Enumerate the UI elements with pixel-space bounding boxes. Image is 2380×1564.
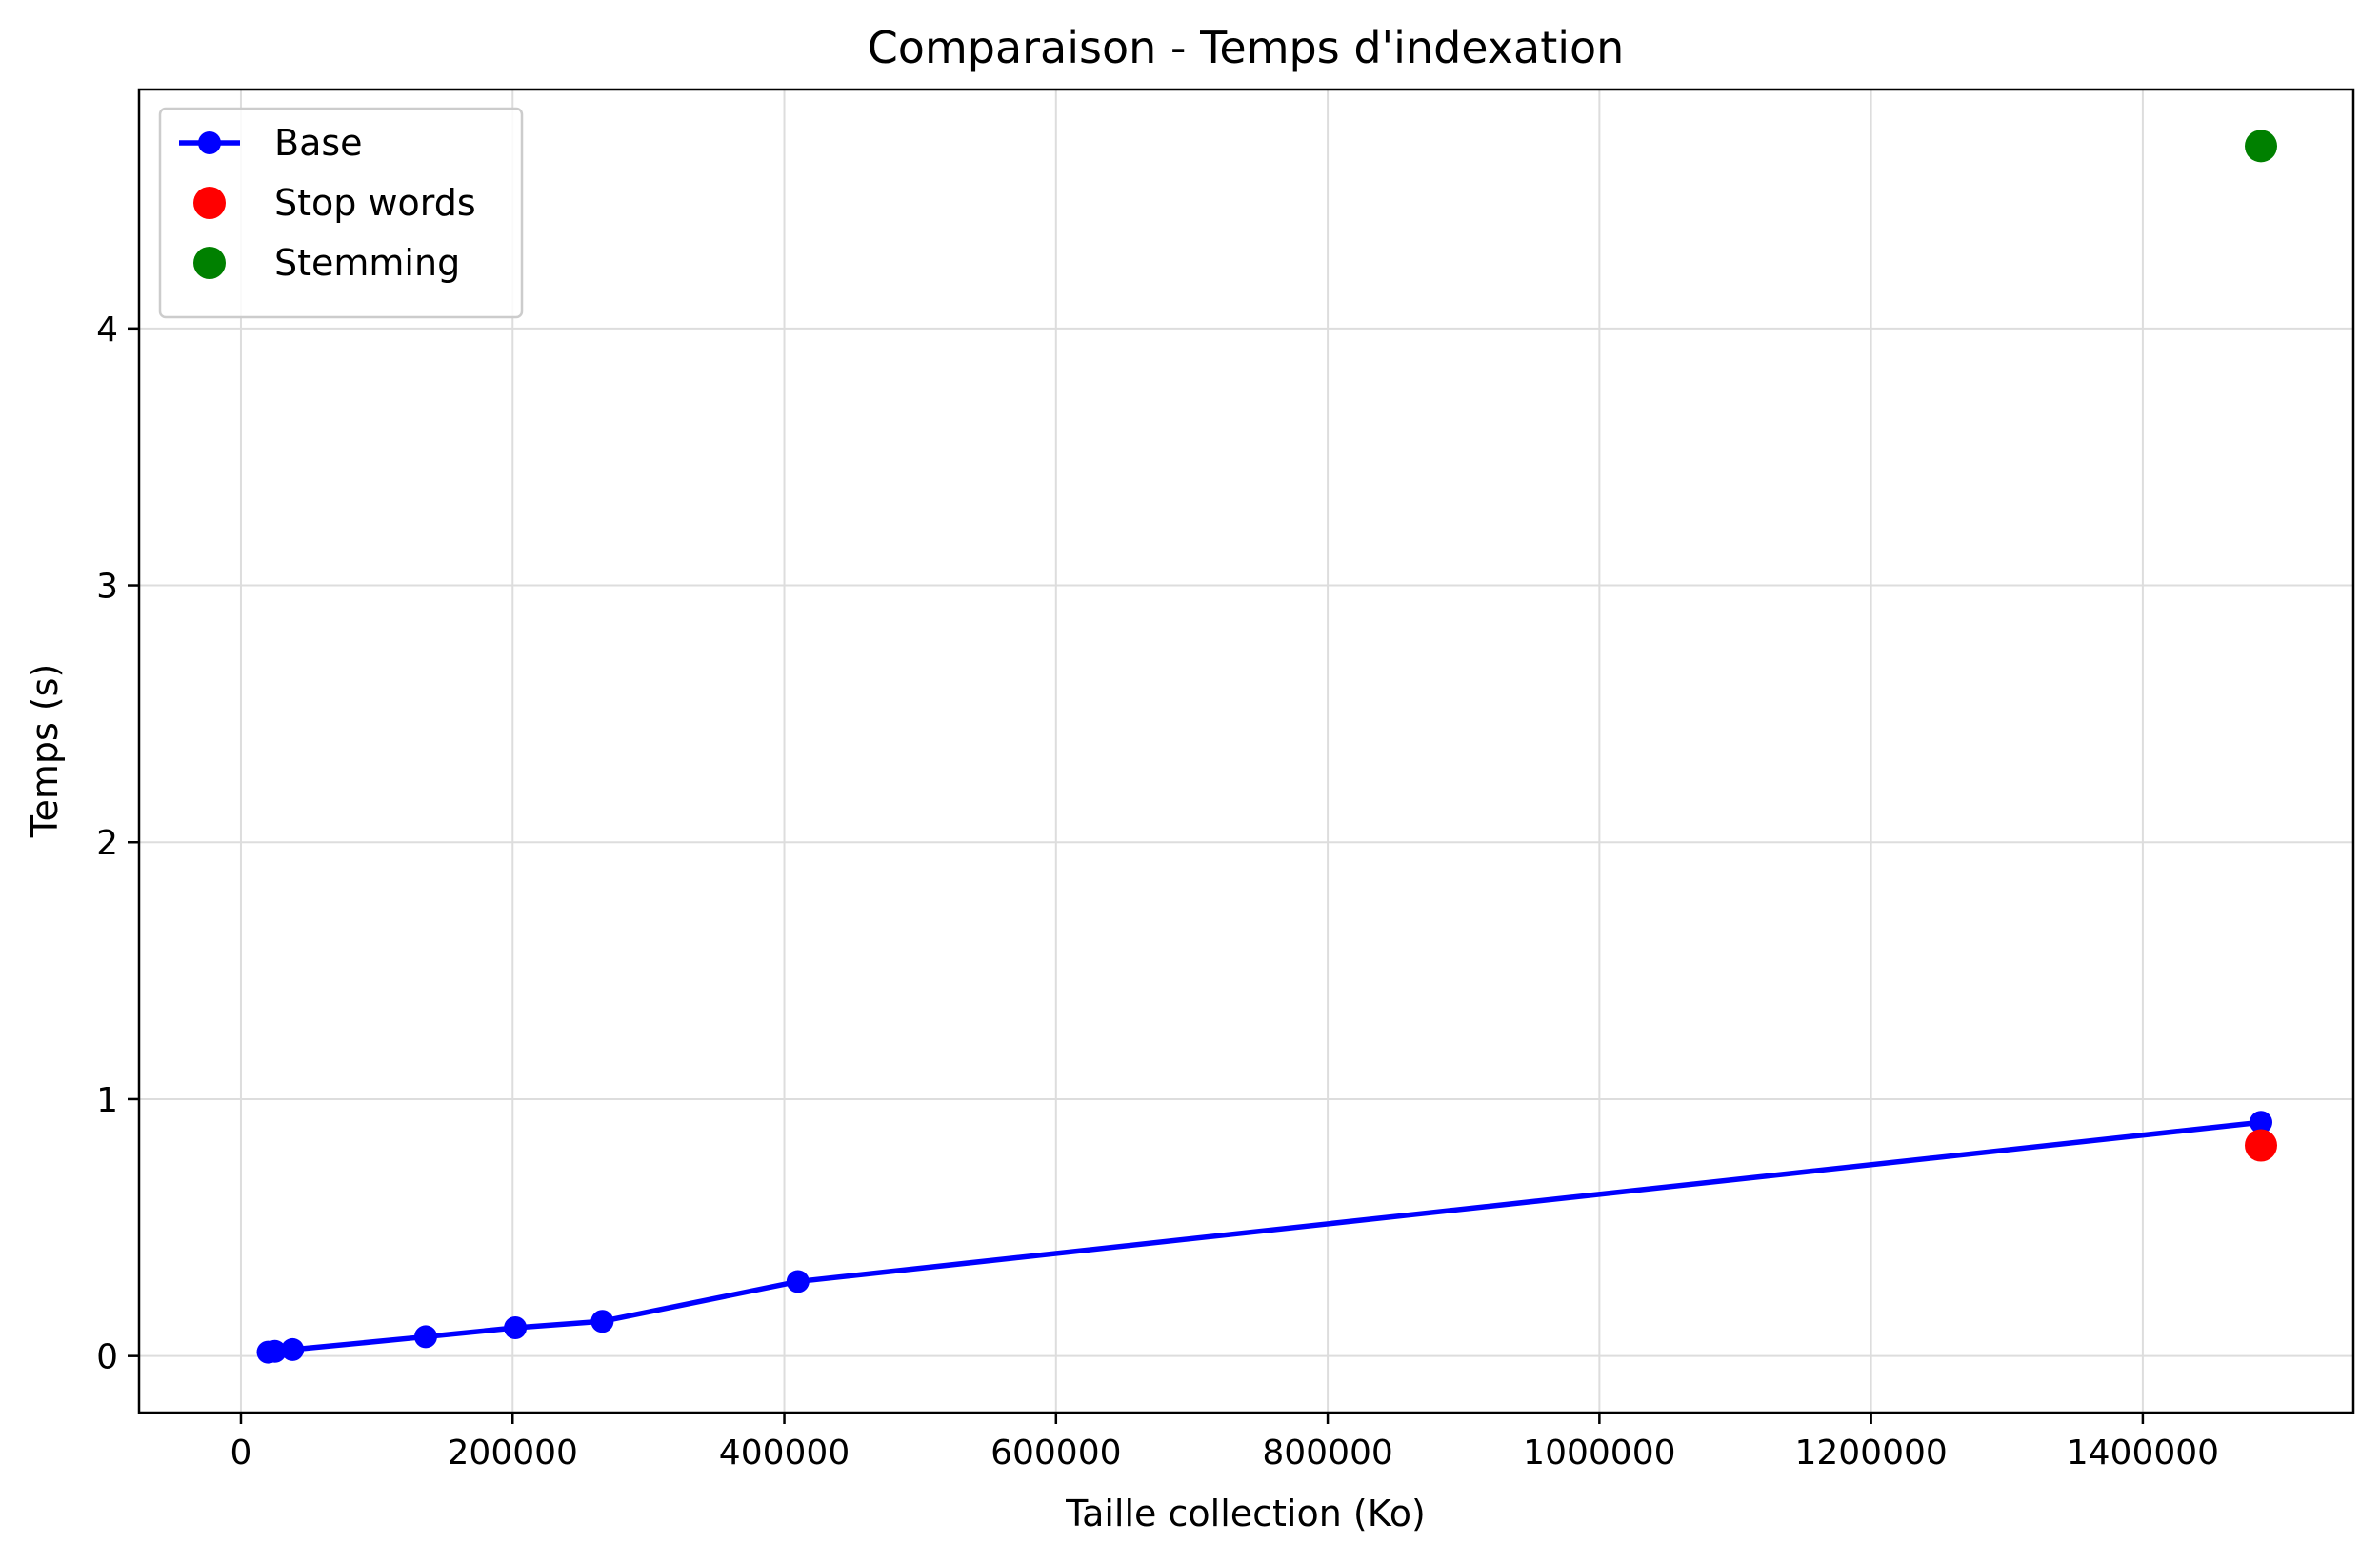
y-tick-label: 3 (96, 568, 118, 607)
x-tick-label: 600000 (990, 1434, 1121, 1473)
data-point-stemming (2245, 130, 2278, 163)
x-tick-label: 800000 (1262, 1434, 1392, 1473)
x-tick-label: 1200000 (1794, 1434, 1947, 1473)
data-point-base (281, 1337, 305, 1361)
x-tick-label: 1000000 (1523, 1434, 1675, 1473)
legend-label-stemming: Stemming (274, 242, 460, 284)
x-axis-label: Taille collection (Ko) (1065, 1493, 1426, 1534)
y-tick-label: 4 (96, 311, 118, 350)
series-line-base (268, 1119, 2262, 1355)
data-point-base (2250, 1111, 2273, 1134)
data-point-base (590, 1310, 614, 1333)
y-tick-label: 2 (96, 824, 118, 863)
data-point-base (263, 1339, 287, 1363)
y-tick-label: 0 (96, 1338, 118, 1377)
legend-label-base: Base (274, 122, 363, 164)
data-point-stop-words (2245, 1129, 2278, 1162)
legend-swatch-marker-base (198, 131, 221, 154)
x-tick-label: 400000 (719, 1434, 850, 1473)
data-point-base (504, 1315, 528, 1339)
x-tick-label: 0 (230, 1434, 252, 1473)
chart-title: Comparaison - Temps d'indexation (868, 22, 1625, 73)
data-point-base (413, 1325, 437, 1349)
legend-swatch-marker-stemming (193, 247, 226, 279)
legend-label-stop-words: Stop words (274, 182, 476, 224)
data-point-base (786, 1270, 810, 1293)
x-tick-label: 200000 (448, 1434, 578, 1473)
grid-layer (139, 90, 2353, 1413)
y-tick-label: 1 (96, 1081, 118, 1120)
y-axis-label: Temps (s) (24, 664, 66, 839)
plot-frame (137, 88, 2355, 1414)
x-tick-label: 1400000 (2067, 1434, 2219, 1473)
legend: Base Stop words Stemming (158, 107, 524, 319)
legend-swatch-marker-stop-words (193, 187, 226, 219)
legend-box (158, 107, 524, 319)
ticks-layer: 0 200000 400000 600000 800000 1000000 1200000 1… (96, 311, 2219, 1473)
series-layer (256, 130, 2278, 1364)
